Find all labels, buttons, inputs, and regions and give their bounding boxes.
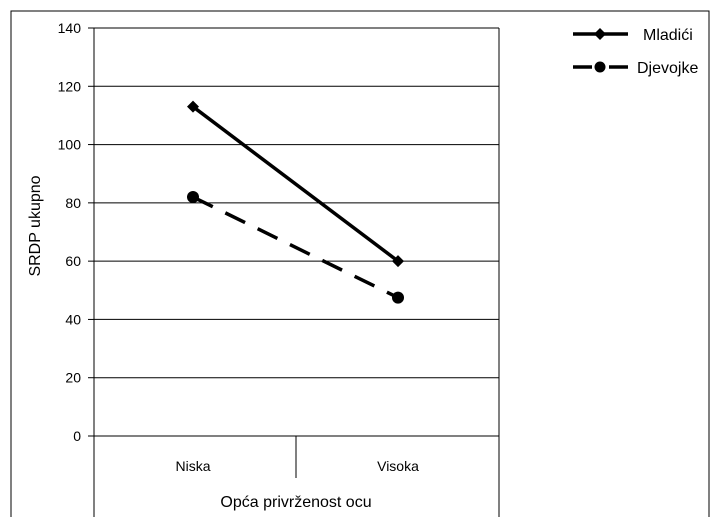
y-tick-label: 40: [65, 311, 81, 327]
legend-item-djevojke: Djevojke: [573, 60, 698, 77]
y-axis-ticks: 0 20 40 60 80 100 120 140: [58, 20, 94, 444]
data-point-djevojke-1: [392, 291, 404, 304]
y-axis-title: SRDP ukupno: [27, 175, 44, 276]
legend-marker-diamond-icon: [594, 28, 606, 40]
x-tick-label-visoka: Visoka: [377, 458, 419, 474]
series-group: [187, 100, 404, 304]
legend-label-mladici: Mladići: [643, 27, 693, 44]
legend: Mladići Djevojke: [573, 27, 698, 77]
y-tick-label: 120: [58, 78, 82, 94]
legend-marker-circle-icon: [594, 61, 606, 73]
grid-lines: [94, 27, 499, 437]
chart-border: [10, 10, 710, 517]
data-point-djevojke-0: [187, 191, 199, 204]
data-point-mladici-1: [392, 255, 404, 268]
y-tick-label: 20: [65, 370, 81, 386]
y-tick-label: 140: [58, 20, 82, 36]
legend-item-mladici: Mladići: [573, 27, 693, 44]
y-tick-label: 80: [65, 195, 81, 211]
x-tick-label-niska: Niska: [175, 458, 210, 474]
y-tick-label: 0: [73, 428, 81, 444]
series-line-mladici: [191, 105, 400, 263]
legend-label-djevojke: Djevojke: [637, 60, 698, 77]
y-tick-label: 100: [58, 137, 82, 153]
y-tick-label: 60: [65, 253, 81, 269]
data-point-mladici-0: [187, 100, 199, 113]
x-axis-title: Opća privrženost ocu: [220, 494, 371, 511]
series-line-djevojke: [192, 195, 399, 300]
